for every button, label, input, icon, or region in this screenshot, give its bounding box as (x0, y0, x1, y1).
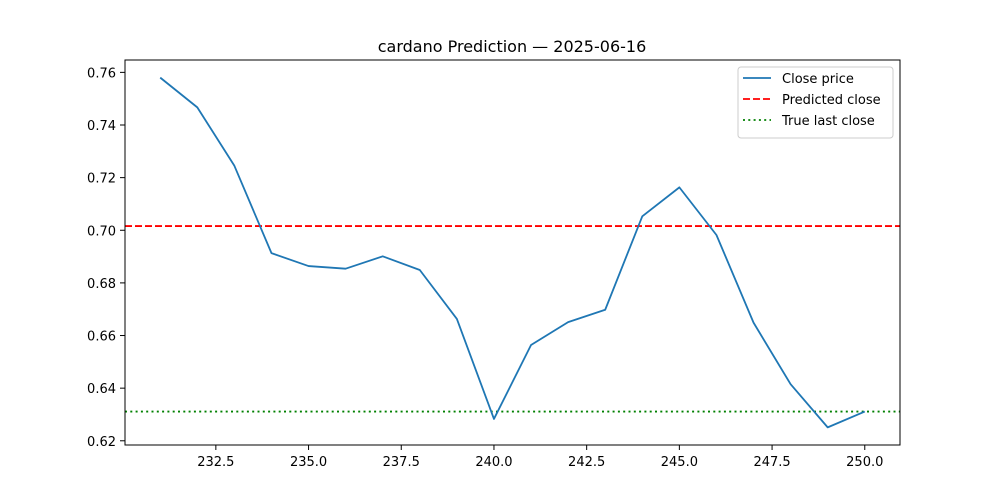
x-tick-label: 232.5 (197, 455, 234, 470)
legend-box (737, 66, 894, 139)
plot-area (125, 76, 900, 429)
legend-label: Close price (782, 72, 854, 87)
y-tick-label: 0.76 (87, 66, 116, 81)
axes-frame (124, 59, 901, 446)
x-tick-label: 242.5 (568, 455, 605, 470)
legend-label: Predicted close (782, 93, 881, 108)
x-tick-label: 237.5 (383, 455, 420, 470)
x-tick-label: 250.0 (846, 455, 883, 470)
x-tick-label: 240.0 (475, 455, 512, 470)
y-tick-label: 0.64 (87, 382, 116, 397)
y-tick-label: 0.66 (87, 330, 116, 345)
y-tick-label: 0.74 (87, 119, 116, 134)
x-tick-label: 235.0 (290, 455, 327, 470)
legend: Close price Predicted close True last clos… (737, 66, 894, 139)
y-tick-label: 0.72 (87, 172, 116, 187)
y-tick-label: 0.68 (87, 277, 116, 292)
close-price-series (159, 76, 866, 429)
y-axis: 0.62 0.64 0.66 0.68 0.70 0.72 0.74 0.76 (87, 66, 125, 450)
legend-label: True last close (781, 114, 875, 129)
y-tick-label: 0.70 (87, 224, 116, 239)
x-tick-label: 247.5 (753, 455, 790, 470)
x-axis: 232.5 235.0 237.5 240.0 242.5 245.0 247.5 250.0 (197, 445, 883, 470)
x-tick-label: 245.0 (661, 455, 698, 470)
chart-title: cardano Prediction — 2025-06-16 (378, 37, 647, 56)
y-tick-label: 0.62 (87, 435, 116, 450)
